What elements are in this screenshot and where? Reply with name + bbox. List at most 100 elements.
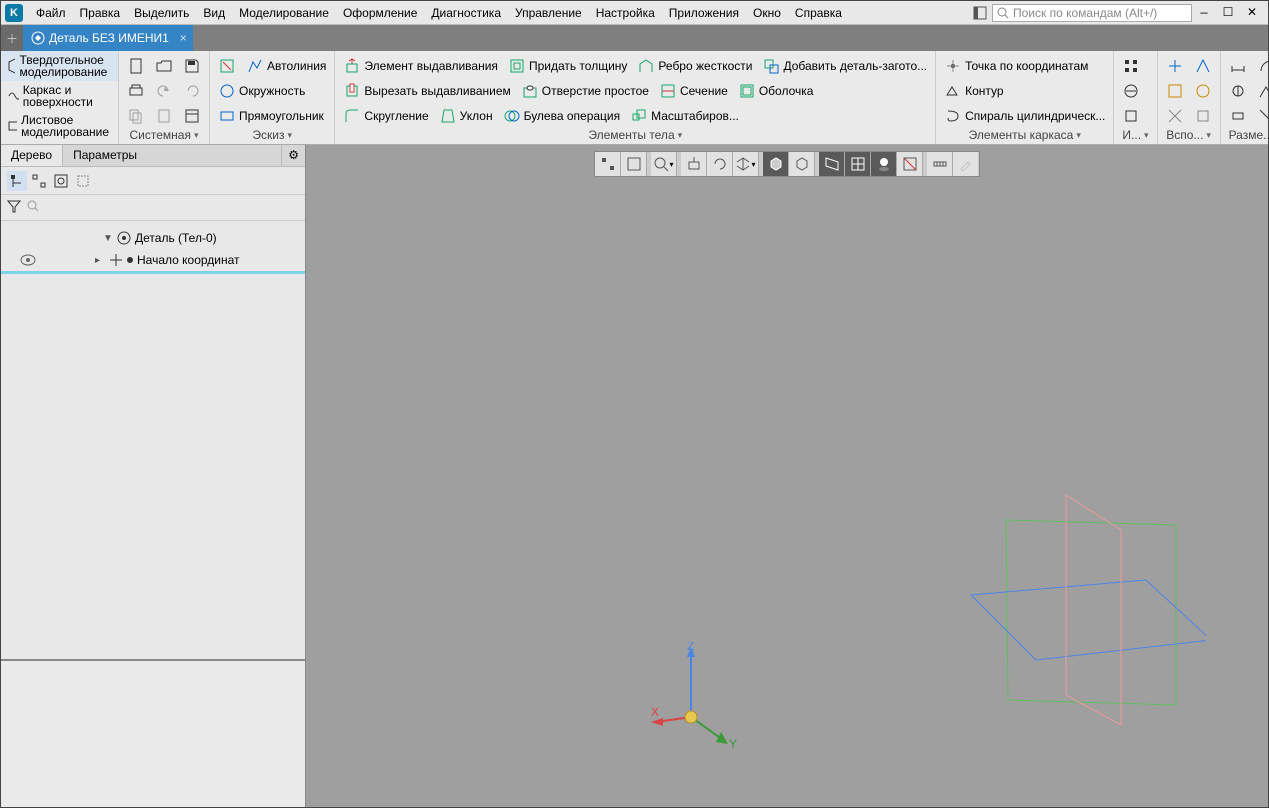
mode-wireframe[interactable]: Каркас и поверхности [1,81,118,111]
tree-tool-3[interactable] [51,171,71,191]
addpart-button[interactable]: Добавить деталь-загото... [758,55,931,77]
menu-edit[interactable]: Правка [73,2,128,24]
undo-button[interactable] [151,80,177,102]
vbtn-rotation[interactable] [707,152,733,176]
tree-tool-2[interactable] [29,171,49,191]
menu-settings[interactable]: Настройка [589,2,662,24]
spiral-button[interactable]: Спираль цилиндрическ... [940,105,1109,127]
menu-apps[interactable]: Приложения [662,2,746,24]
grp2-btn-6[interactable] [1190,105,1216,127]
vbtn-2[interactable] [621,152,647,176]
paste-button[interactable] [151,105,177,127]
vbtn-normal[interactable] [681,152,707,176]
maximize-button[interactable]: ☐ [1216,1,1240,25]
tree-root-label: Деталь (Тел-0) [135,231,217,245]
vbtn-shaded[interactable] [763,152,789,176]
layout-icon[interactable] [968,1,992,25]
ribbon-group-sketch: Автолиния Окружность Прямоугольник Эскиз… [210,51,335,144]
grp3-btn-1[interactable] [1225,55,1251,77]
props-button[interactable] [179,105,205,127]
menu-help[interactable]: Справка [788,2,849,24]
menu-window[interactable]: Окно [746,2,788,24]
menu-select[interactable]: Выделить [127,2,196,24]
scale-button[interactable]: Масштабиров... [626,105,743,127]
vbtn-paint[interactable] [953,152,979,176]
vbtn-1[interactable] [595,152,621,176]
grp3-btn-5[interactable] [1225,105,1251,127]
redo-button[interactable] [179,80,205,102]
extrude-button[interactable]: Элемент выдавливания [339,55,502,77]
menu-file[interactable]: Файл [29,2,73,24]
new-doc-button[interactable] [123,55,149,77]
grp2-btn-5[interactable] [1162,105,1188,127]
minimize-button[interactable]: — [1192,1,1216,25]
vbtn-grid[interactable] [845,152,871,176]
contour-button[interactable]: Контур [940,80,1007,102]
tree-filter-input[interactable] [45,201,299,215]
draft-button[interactable]: Уклон [435,105,497,127]
grp2-btn-3[interactable] [1162,80,1188,102]
expand-arrow[interactable]: ▸ [95,255,105,266]
visibility-icon[interactable] [9,254,47,266]
grp3-btn-6[interactable] [1253,105,1269,127]
tree-tool-4[interactable] [73,171,93,191]
tree-root[interactable]: ▼ Деталь (Тел-0) [1,227,305,249]
expand-arrow[interactable]: ▼ [103,233,113,244]
close-button[interactable]: ✕ [1240,1,1264,25]
mode-solid[interactable]: Твердотельное моделирование [1,51,118,81]
grp1-btn-2[interactable] [1118,80,1144,102]
section-button[interactable]: Сечение [655,80,732,102]
fillet-button[interactable]: Скругление [339,105,432,127]
tab-close-button[interactable]: × [180,31,187,45]
new-tab-button[interactable]: ＋ [1,25,23,51]
mode-sheet[interactable]: Листовое моделирование [1,111,118,141]
open-button[interactable] [151,55,177,77]
menu-diag[interactable]: Диагностика [424,2,508,24]
save-button[interactable] [179,55,205,77]
grp1-btn-3[interactable] [1118,105,1144,127]
grp2-btn-4[interactable] [1190,80,1216,102]
vbtn-persp[interactable] [819,152,845,176]
viewport[interactable]: ▾ ▾ [306,145,1268,807]
hole-button[interactable]: Отверстие простое [517,80,653,102]
grp2-btn-2[interactable] [1190,55,1216,77]
shell-button[interactable]: Оболочка [734,80,818,102]
circle-button[interactable]: Окружность [214,80,309,102]
command-search[interactable]: Поиск по командам (Alt+/) [992,4,1192,22]
vbtn-shadow[interactable] [871,152,897,176]
panel-tabs: Дерево Параметры ⚙ [1,145,305,167]
sketch-button[interactable] [214,55,240,77]
document-tab[interactable]: Деталь БЕЗ ИМЕНИ1 × [23,25,193,51]
menu-manage[interactable]: Управление [508,2,589,24]
grp3-btn-2[interactable] [1253,55,1269,77]
tree-origin[interactable]: ▸ Начало координат [1,249,305,271]
vbtn-orient[interactable]: ▾ [733,152,759,176]
print-button[interactable] [123,80,149,102]
point-button[interactable]: Точка по координатам [940,55,1092,77]
panel-gear-icon[interactable]: ⚙ [282,145,305,166]
cut-button[interactable]: Вырезать выдавливанием [339,80,514,102]
tree-filter [1,195,305,221]
tree-tool-1[interactable] [7,171,27,191]
grp1-btn-1[interactable] [1118,55,1144,77]
vbtn-wire[interactable] [789,152,815,176]
thicken-button[interactable]: Придать толщину [504,55,631,77]
menu-view[interactable]: Вид [196,2,232,24]
vbtn-zoom[interactable]: ▾ [651,152,677,176]
ribbon: Твердотельное моделирование Каркас и пов… [1,51,1268,145]
grp3-btn-3[interactable] [1225,80,1251,102]
grp2-btn-1[interactable] [1162,55,1188,77]
vbtn-measure[interactable] [927,152,953,176]
copy-button[interactable] [123,105,149,127]
autoline-button[interactable]: Автолиния [242,55,330,77]
menu-modeling[interactable]: Моделирование [232,2,336,24]
vbtn-section[interactable] [897,152,923,176]
filter-icon[interactable] [7,199,21,216]
rib-button[interactable]: Ребро жесткости [633,55,756,77]
panel-tab-tree[interactable]: Дерево [1,145,63,166]
boolean-button[interactable]: Булева операция [499,105,625,127]
grp3-btn-4[interactable] [1253,80,1269,102]
panel-tab-params[interactable]: Параметры [63,145,282,166]
rectangle-button[interactable]: Прямоугольник [214,105,328,127]
menu-format[interactable]: Оформление [336,2,424,24]
